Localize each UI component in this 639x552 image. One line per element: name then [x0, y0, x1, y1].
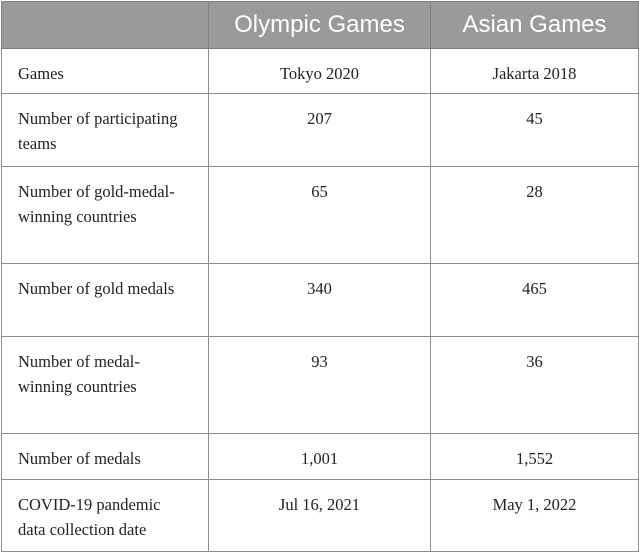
olympic-value: 1,001	[208, 433, 431, 480]
asian-value: Jakarta 2018	[430, 48, 639, 94]
header-olympic-games: Olympic Games	[208, 1, 431, 49]
row-label: Number of gold medals	[1, 263, 209, 337]
table-row: COVID-19 pandemic data collection date J…	[1, 479, 639, 552]
row-label: Number of gold-medal-winning countries	[1, 166, 209, 264]
table-row: Number of gold-medal-winning countries 6…	[1, 166, 639, 264]
asian-value: 465	[430, 263, 639, 337]
olympic-value: 207	[208, 93, 431, 167]
row-label: Number of medals	[1, 433, 209, 480]
olympic-value: 93	[208, 336, 431, 434]
olympic-value: Tokyo 2020	[208, 48, 431, 94]
table-row: Number of participating teams 207 45	[1, 93, 639, 167]
asian-value: 28	[430, 166, 639, 264]
table-row: Number of medals 1,001 1,552	[1, 433, 639, 480]
table-row: Number of gold medals 340 465	[1, 263, 639, 337]
table-row: Games Tokyo 2020 Jakarta 2018	[1, 48, 639, 94]
header-row: Olympic Games Asian Games	[1, 1, 639, 49]
row-label: Number of participating teams	[1, 93, 209, 167]
asian-value: May 1, 2022	[430, 479, 639, 552]
row-label: Number of medal-winning countries	[1, 336, 209, 434]
asian-value: 45	[430, 93, 639, 167]
olympic-value: 65	[208, 166, 431, 264]
header-asian-games: Asian Games	[430, 1, 639, 49]
row-label: Games	[1, 48, 209, 94]
olympic-value: 340	[208, 263, 431, 337]
asian-value: 36	[430, 336, 639, 434]
header-empty	[1, 1, 209, 49]
olympic-value: Jul 16, 2021	[208, 479, 431, 552]
row-label: COVID-19 pandemic data collection date	[1, 479, 209, 552]
table-row: Number of medal-winning countries 93 36	[1, 336, 639, 434]
asian-value: 1,552	[430, 433, 639, 480]
